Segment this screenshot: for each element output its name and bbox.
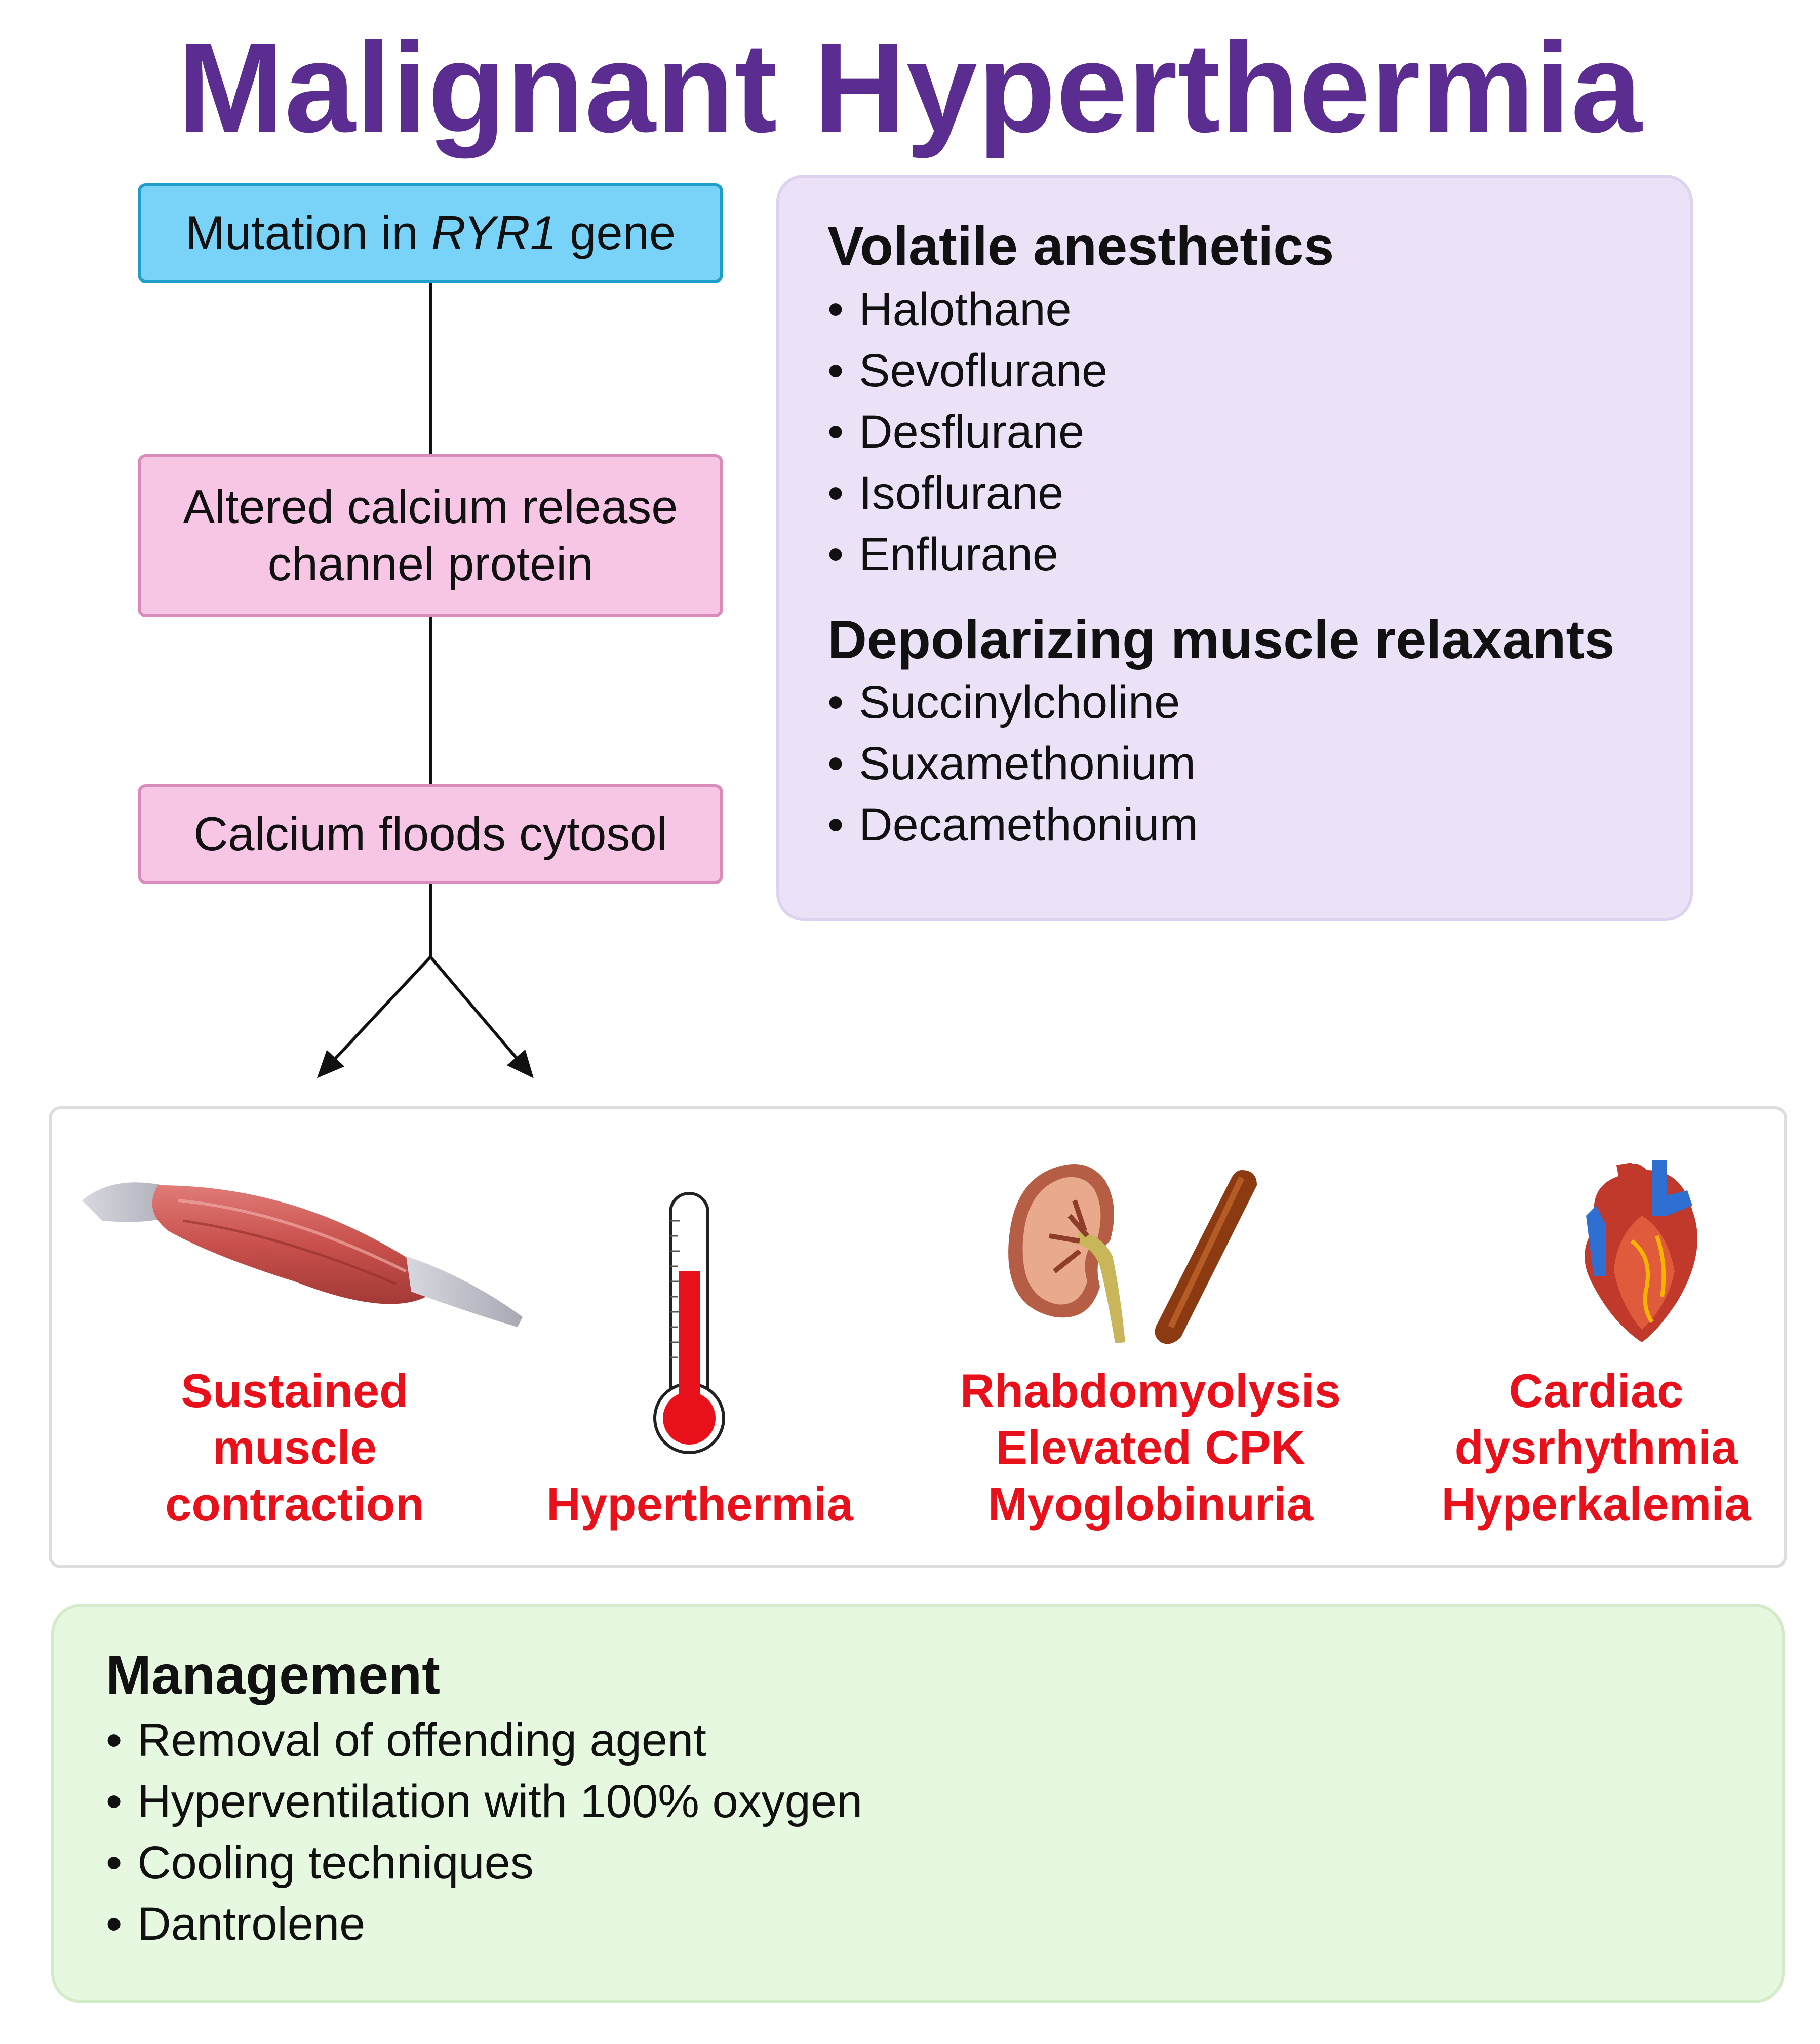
bullet: •: [827, 467, 844, 519]
effect-line: Elevated CPK: [996, 1421, 1305, 1474]
list-item: • Dantrolene: [106, 1894, 1782, 1955]
bullet: •: [827, 738, 844, 790]
bullet: •: [827, 344, 844, 396]
bullet: •: [106, 1836, 123, 1889]
list-item-text: Enflurane: [859, 528, 1059, 580]
effect-label-muscle: Sustained muscle contraction: [52, 1362, 538, 1533]
calcium-floods-text: Calcium floods cytosol: [193, 807, 667, 861]
branch-arrows: [316, 884, 534, 1078]
list-item-text: Halothane: [859, 283, 1072, 335]
heart-icon: [1585, 1160, 1697, 1342]
list-item: • Enflurane: [827, 524, 1690, 585]
effect-line: Hyperthermia: [546, 1477, 853, 1531]
management-panel: Management • Removal of offending agent •…: [51, 1604, 1785, 2003]
effect-line: Sustained: [181, 1364, 409, 1417]
relaxants-list: • Succinylcholine • Suxamethonium • Decamet…: [827, 672, 1690, 856]
list-item: • Decamethonium: [827, 794, 1690, 856]
list-item-text: Dantrolene: [137, 1898, 366, 1950]
altered-channel-line1: Altered calcium release: [183, 480, 678, 534]
list-item: • Cooling techniques: [106, 1832, 1782, 1894]
bullet: •: [106, 1898, 123, 1950]
effect-line: Hyperkalemia: [1441, 1477, 1751, 1531]
effect-label-cardiac: Cardiac dysrhythmia Hyperkalemia: [1399, 1362, 1794, 1533]
right-arrow: [429, 956, 534, 1078]
list-item: • Succinylcholine: [827, 672, 1690, 733]
list-item: • Halothane: [827, 279, 1690, 340]
list-item: • Suxamethonium: [827, 733, 1690, 794]
effect-line: Cardiac: [1509, 1364, 1684, 1417]
connector-line: [429, 617, 432, 784]
list-item-text: Suxamethonium: [859, 738, 1196, 790]
bullet: •: [827, 676, 844, 729]
calcium-floods-box: Calcium floods cytosol: [138, 784, 723, 884]
triggers-panel: Volatile anesthetics • Halothane • Sevoflu…: [776, 175, 1693, 921]
gene-name: RYR1: [431, 206, 557, 260]
altered-channel-box: Altered calcium release channel protein: [138, 454, 723, 617]
list-item-text: Succinylcholine: [859, 676, 1180, 729]
effect-line: Rhabdomyolysis: [960, 1364, 1341, 1417]
effect-line: contraction: [165, 1477, 424, 1531]
gene-mutation-text-pre: Mutation in: [185, 206, 431, 260]
bullet: •: [827, 406, 844, 458]
thermometer-icon: [653, 1192, 725, 1454]
connector-line: [429, 283, 432, 454]
management-heading: Management: [106, 1644, 441, 1705]
list-item-text: Hyperventilation with 100% oxygen: [137, 1775, 863, 1827]
volatile-heading: Volatile anesthetics: [827, 215, 1334, 276]
altered-channel-line2: channel protein: [267, 537, 594, 590]
list-item-text: Decamethonium: [859, 799, 1199, 851]
relaxants-heading: Depolarizing muscle relaxants: [827, 608, 1615, 670]
left-arrow: [316, 955, 432, 1078]
list-item-text: Isoflurane: [859, 467, 1064, 519]
list-item-text: Removal of offending agent: [137, 1714, 706, 1766]
page-title: Malignant Hyperthermia: [177, 17, 1643, 159]
list-item-text: Sevoflurane: [859, 344, 1108, 396]
kidney-icon: [1008, 1164, 1257, 1344]
list-item: • Removal of offending agent: [106, 1710, 1782, 1771]
list-item-text: Desflurane: [859, 406, 1085, 458]
list-item: • Sevoflurane: [827, 340, 1690, 402]
bullet: •: [106, 1775, 123, 1827]
list-item-text: Cooling techniques: [137, 1836, 534, 1889]
effect-line: dysrhythmia: [1454, 1421, 1738, 1474]
list-item: • Hyperventilation with 100% oxygen: [106, 1771, 1782, 1832]
effect-label-rhabdo: Rhabdomyolysis Elevated CPK Myoglobinuri…: [923, 1362, 1378, 1533]
muscle-icon: [82, 1182, 523, 1327]
list-item: • Isoflurane: [827, 463, 1690, 524]
effects-panel: Sustained muscle contraction Hyperthermi…: [49, 1106, 1787, 1568]
effect-label-hyperthermia: Hyperthermia: [528, 1476, 872, 1533]
volatile-list: • Halothane • Sevoflurane • Desflurane • Iso…: [827, 279, 1690, 585]
list-item: • Desflurane: [827, 402, 1690, 463]
management-list: • Removal of offending agent • Hyperventil…: [106, 1710, 1782, 1955]
effect-line: Myoglobinuria: [987, 1477, 1314, 1531]
bullet: •: [106, 1714, 123, 1766]
gene-mutation-box: Mutation in RYR1 gene: [138, 183, 723, 283]
effect-line: muscle: [213, 1421, 377, 1474]
bullet: •: [827, 799, 844, 851]
bullet: •: [827, 528, 844, 580]
bullet: •: [827, 283, 844, 335]
gene-mutation-text-post: gene: [556, 206, 676, 260]
